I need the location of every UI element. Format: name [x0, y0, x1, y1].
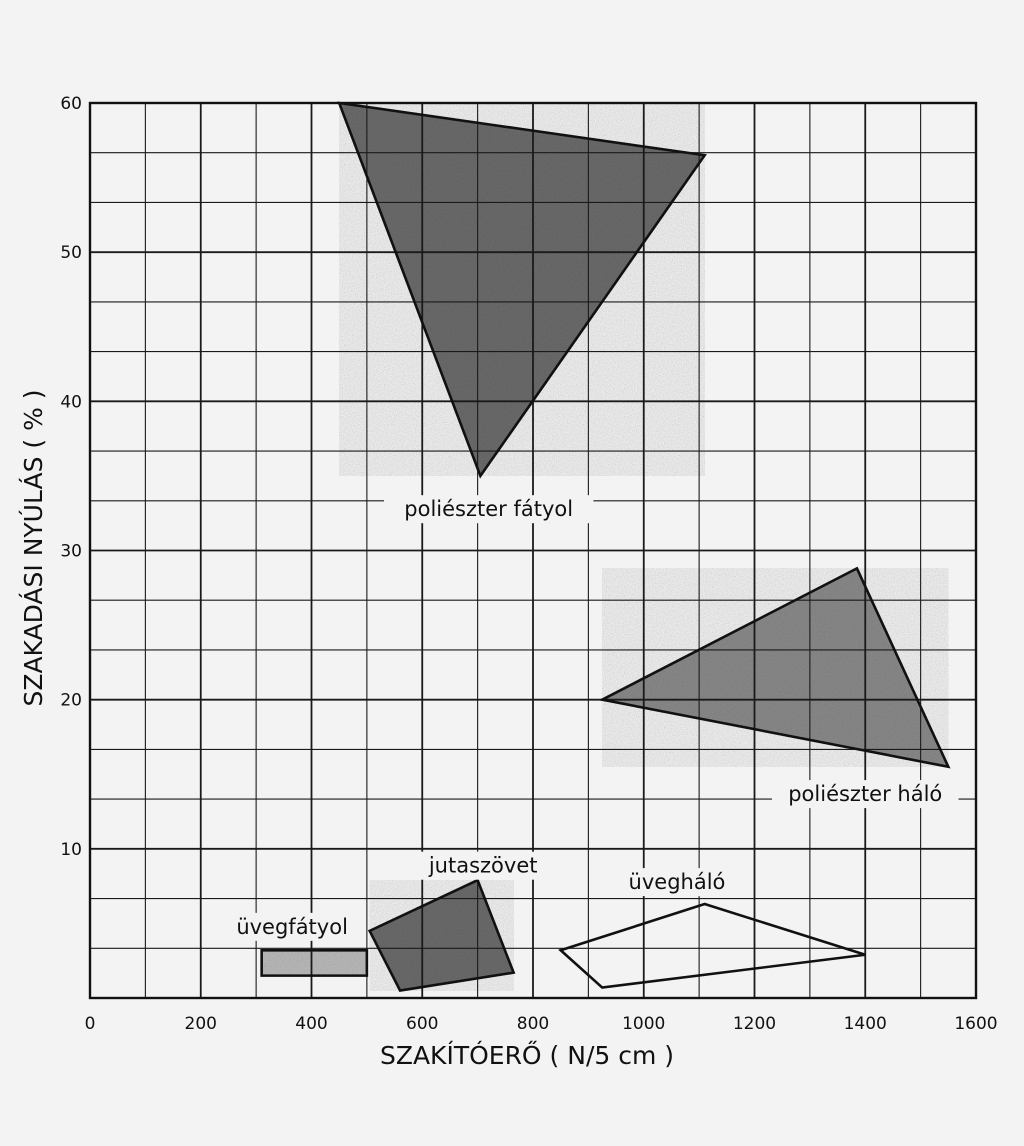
- region-label-bg: [623, 868, 730, 897]
- x-tick-label: 1000: [622, 1014, 665, 1034]
- region-label-bg: [772, 780, 959, 809]
- region-polieszter-fatyol: [337, 101, 707, 479]
- region-uveghalo: [558, 902, 866, 989]
- region-uvegfatyol: [260, 948, 369, 977]
- region-label-bg: [227, 912, 357, 941]
- y-tick-label: 10: [60, 840, 82, 860]
- region-label-uvegfatyol: üvegfátyol: [236, 915, 348, 939]
- y-tick-label: 30: [60, 542, 82, 562]
- x-axis-title: SZAKÍTÓERŐ ( N/5 cm ): [380, 1040, 674, 1070]
- region-fill-polieszter-fatyol: [339, 103, 705, 476]
- grid-layer: [88, 101, 978, 1000]
- x-tick-label: 1200: [733, 1014, 776, 1034]
- region-fill-polieszter-halo: [602, 568, 949, 767]
- y-tick-label: 60: [60, 94, 82, 114]
- plot-frame: [88, 101, 978, 1000]
- region-label-bg: [383, 495, 594, 524]
- region-fill-uvegfatyol: [261, 950, 367, 976]
- y-tick-label: 20: [60, 691, 82, 711]
- region-labels: poliészter fátyol poliészter háló jutaszöv…: [227, 495, 959, 941]
- x-tick-label: 0: [85, 1014, 96, 1034]
- regions-layer: [261, 103, 949, 991]
- x-tick-label: 400: [295, 1014, 327, 1034]
- region-jutaszovet: [367, 878, 516, 992]
- y-axis-title: SZAKADÁSI NYÚLÁS ( % ): [18, 389, 48, 706]
- x-tick-label: 1600: [954, 1014, 997, 1034]
- region-label-polieszter-fatyol: poliészter fátyol: [404, 497, 573, 521]
- region-label-bg: [418, 851, 548, 880]
- x-tick-label: 600: [406, 1014, 438, 1034]
- tick-labels: 0 200 400 600 800 1000 1200 1400 1600 10 20 30 40 50 6…: [60, 94, 997, 1034]
- y-tick-label: 40: [60, 392, 82, 412]
- x-tick-label: 200: [185, 1014, 217, 1034]
- x-tick-label: 1400: [844, 1014, 887, 1034]
- outline-layer: [260, 101, 951, 992]
- x-tick-label: 800: [517, 1014, 549, 1034]
- region-label-polieszter-halo: poliészter háló: [788, 782, 942, 806]
- region-polieszter-halo: [598, 566, 951, 769]
- region-label-jutaszovet: jutaszövet: [428, 854, 538, 878]
- y-tick-label: 50: [60, 243, 82, 263]
- region-label-uveghalo: üvegháló: [629, 870, 726, 894]
